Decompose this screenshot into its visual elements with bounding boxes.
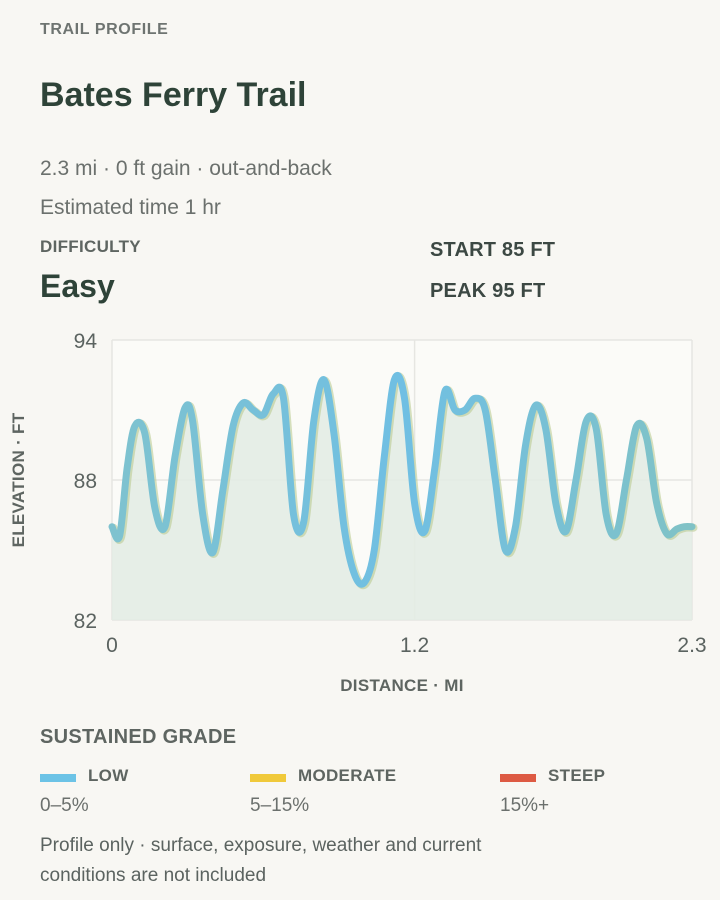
trail-title: Bates Ferry Trail bbox=[40, 76, 307, 114]
legend-steep-swatch bbox=[500, 774, 536, 782]
y-axis-title: ELEVATION · FT bbox=[9, 412, 28, 547]
y-tick-label-1: 88 bbox=[74, 470, 97, 493]
y-tick-label-0: 82 bbox=[74, 610, 97, 633]
legend-moderate-swatch bbox=[250, 774, 286, 782]
x-axis-title: DISTANCE · MI bbox=[340, 676, 464, 695]
grade-legend-title: SUSTAINED GRADE bbox=[40, 726, 237, 748]
y-axis-ticks: 82 88 94 bbox=[74, 330, 98, 633]
elevation-line bbox=[108, 372, 696, 588]
legend-steep-name: STEEP bbox=[548, 766, 606, 785]
legend-low-swatch bbox=[40, 774, 76, 782]
difficulty-label: DIFFICULTY bbox=[40, 237, 141, 256]
elevation-chart: 82 88 94 0 1.2 2.3 DISTANCE · MI ELEVATION ·… bbox=[9, 330, 707, 695]
legend-moderate-name: MODERATE bbox=[298, 766, 397, 785]
start-elevation: START 85 FT bbox=[430, 239, 556, 261]
difficulty-value: Easy bbox=[40, 268, 115, 304]
disclaimer-note: Profile only · surface, exposure, weathe… bbox=[40, 835, 482, 886]
legend-moderate-range: 5–15% bbox=[250, 795, 310, 816]
y-tick-label-2: 94 bbox=[74, 330, 98, 353]
x-tick-label-0: 0 bbox=[106, 634, 118, 657]
trail-summary: 2.3 mi · 0 ft gain · out-and-back bbox=[40, 157, 332, 180]
legend-low-range: 0–5% bbox=[40, 795, 89, 816]
x-tick-label-2: 2.3 bbox=[677, 634, 706, 657]
estimated-time: Estimated time 1 hr bbox=[40, 196, 221, 219]
legend-steep-range: 15%+ bbox=[500, 795, 550, 816]
legend-low-name: LOW bbox=[88, 766, 129, 785]
page-eyebrow: TRAIL PROFILE bbox=[40, 21, 169, 38]
x-axis-ticks: 0 1.2 2.3 bbox=[106, 634, 706, 657]
x-tick-label-1: 1.2 bbox=[400, 634, 429, 657]
peak-elevation: PEAK 95 FT bbox=[430, 280, 546, 302]
